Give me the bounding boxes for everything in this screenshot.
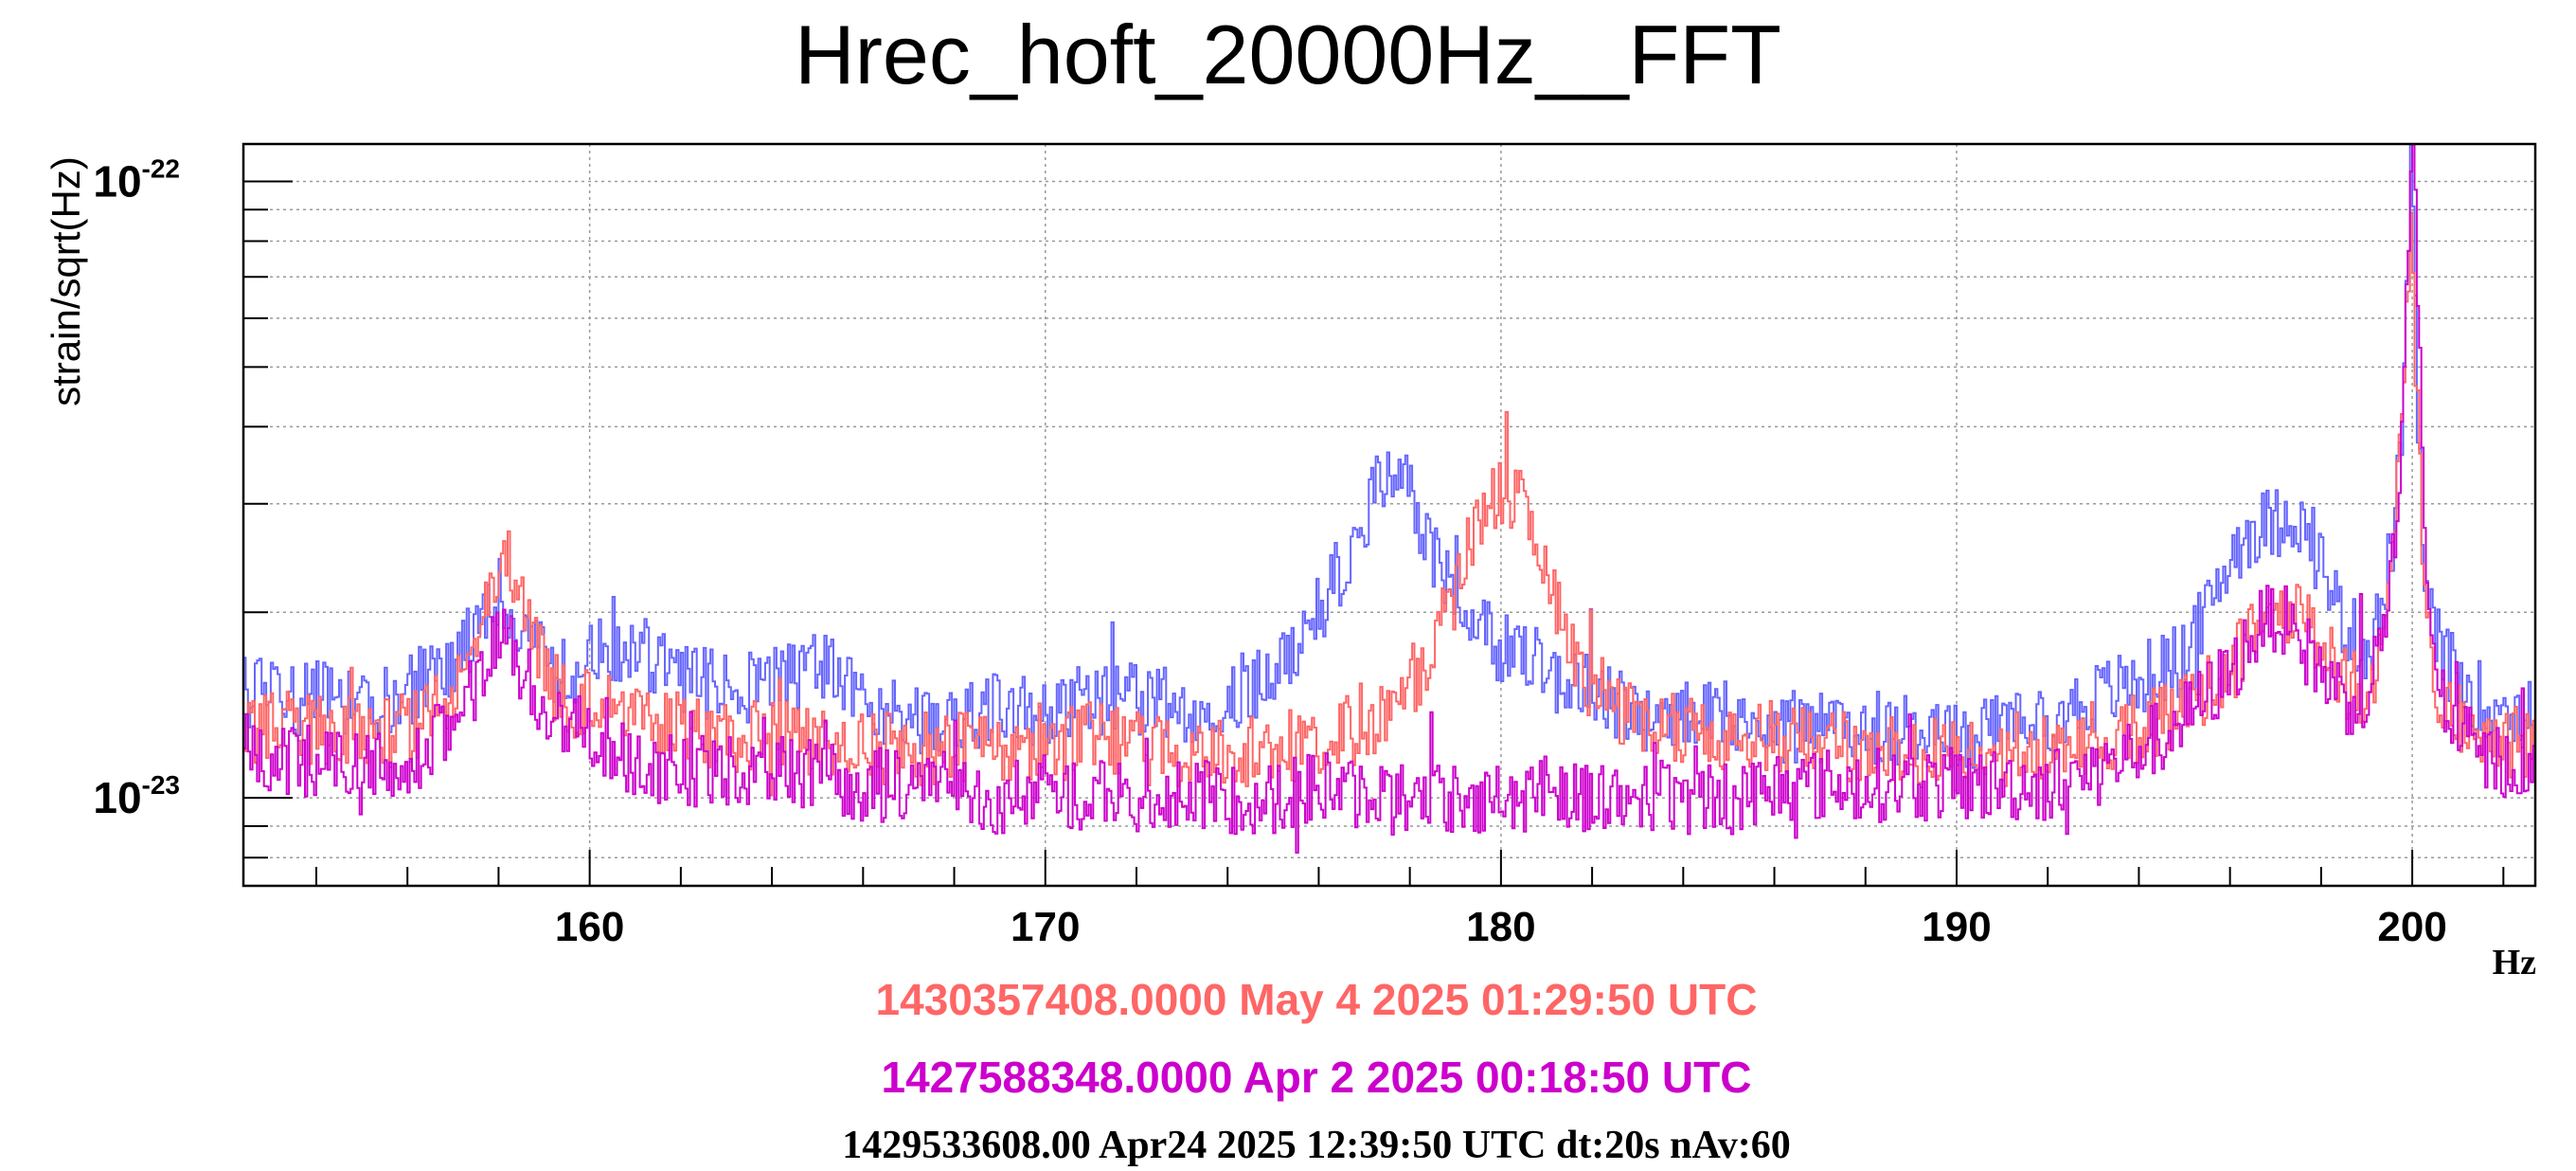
legend-entry: 1427588348.0000 Apr 2 2025 00:18:50 UTC: [882, 1053, 1752, 1102]
y-axis-label: strain/sqrt(Hz): [44, 156, 88, 406]
legend: 1430357408.0000 May 4 2025 01:29:50 UTC 1…: [876, 975, 1758, 1102]
y-tick-labels: 10-22 10-23: [93, 153, 180, 822]
y-tick-label: 10-23: [93, 770, 180, 822]
footer-info: 1429533608.00 Apr24 2025 12:39:50 UTC dt…: [842, 1124, 1790, 1167]
legend-entry: 1430357408.0000 May 4 2025 01:29:50 UTC: [876, 975, 1758, 1024]
series-group: [243, 144, 2535, 854]
grid-lines: [243, 144, 2535, 886]
axis-ticks: [243, 180, 2505, 886]
series-line: [243, 144, 2535, 854]
x-tick-label: 160: [555, 904, 624, 950]
chart-title: Hrec_hoft_20000Hz__FFT: [795, 8, 1781, 101]
x-tick-label: 190: [1922, 904, 1991, 950]
y-tick-label: 10-22: [93, 153, 180, 206]
series-line: [243, 144, 2535, 769]
x-axis-unit: Hz: [2493, 943, 2537, 982]
x-tick-labels: 160 170 180 190 200: [555, 904, 2447, 950]
plot-frame: [242, 142, 2537, 888]
x-tick-label: 200: [2377, 904, 2446, 950]
x-tick-label: 180: [1466, 904, 1535, 950]
x-tick-label: 170: [1011, 904, 1080, 950]
